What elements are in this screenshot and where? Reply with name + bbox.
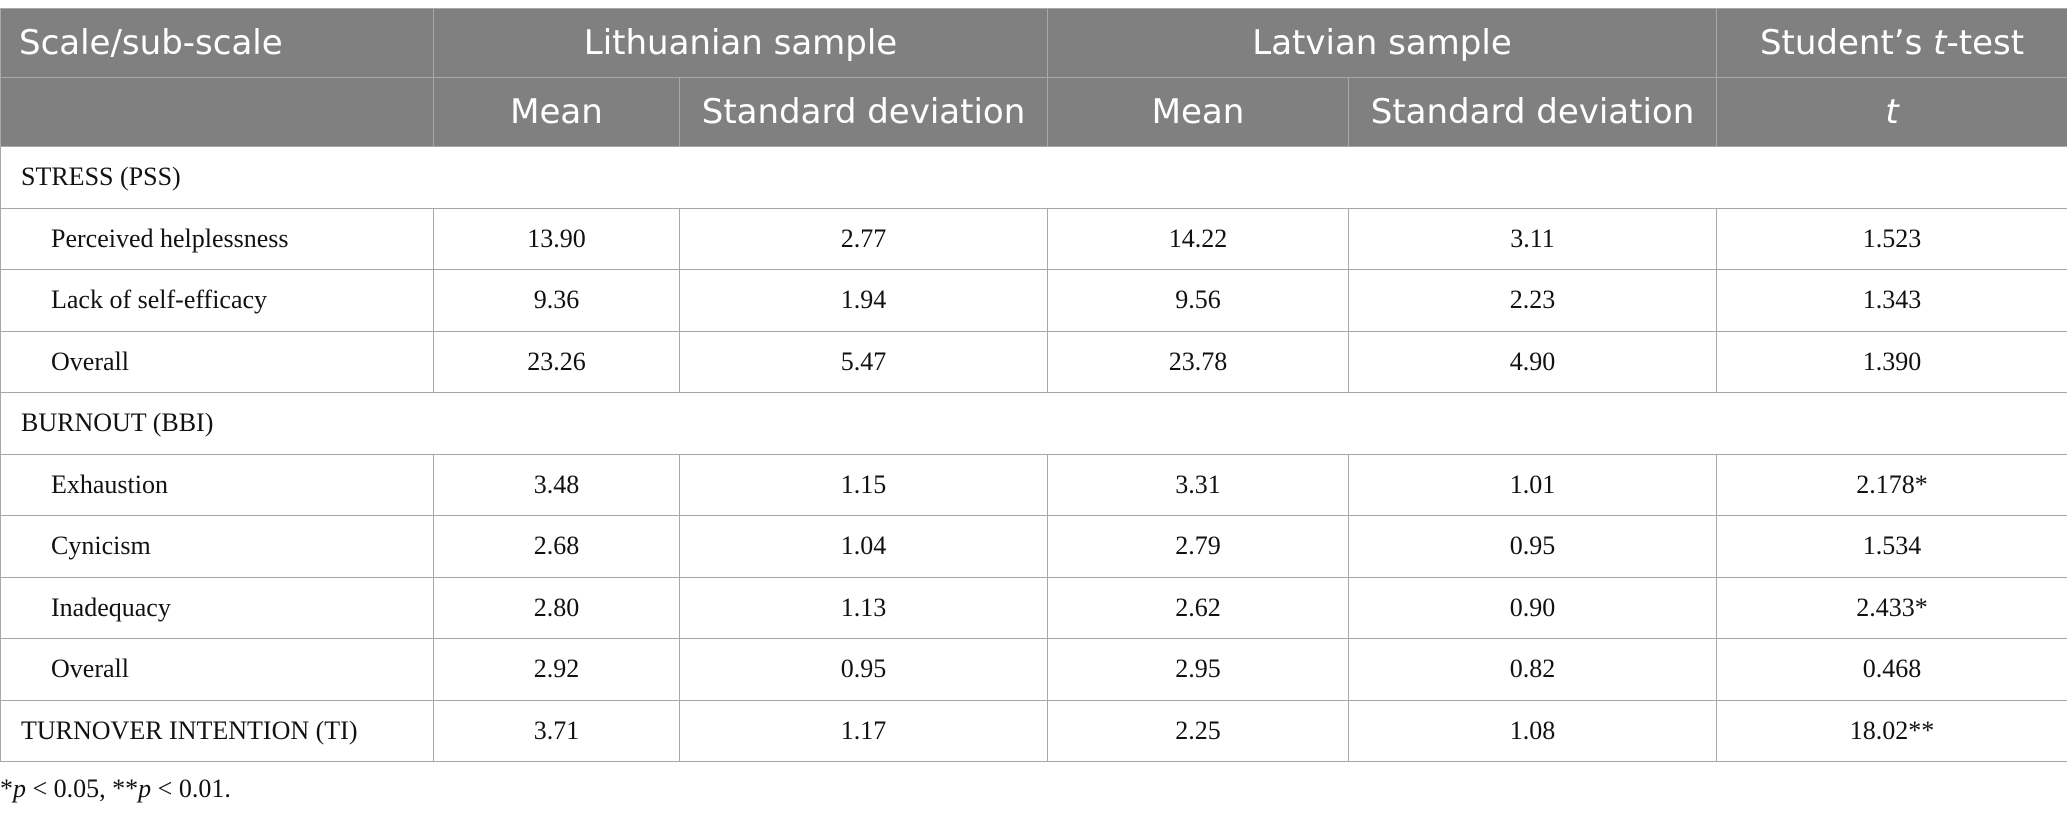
- lt-sd-cell: 1.17: [679, 699, 1048, 762]
- lt-mean-cell: 2.92: [433, 638, 680, 701]
- lv-sd-cell: 0.90: [1347, 576, 1718, 639]
- row-label: Overall: [0, 330, 434, 393]
- header-row-2: Mean Standard deviation Mean Standard de…: [0, 77, 2067, 147]
- section-row-burnout: BURNOUT (BBI): [0, 392, 2067, 455]
- lt-sd-cell: 2.77: [679, 207, 1048, 270]
- t-cell: 1.534: [1716, 515, 2067, 578]
- footnote-p1: p: [13, 774, 26, 803]
- lt-mean-cell: 23.26: [433, 330, 680, 393]
- t-cell: 2.433*: [1716, 576, 2067, 639]
- header-lv-mean: Mean: [1047, 77, 1349, 147]
- lv-mean-cell: 3.31: [1047, 453, 1349, 516]
- header-latvian-sample: Latvian sample: [1046, 8, 1718, 78]
- lv-mean-cell: 14.22: [1047, 207, 1349, 270]
- lt-sd-cell: 0.95: [679, 638, 1048, 701]
- section-title: BURNOUT (BBI): [0, 392, 2067, 455]
- lt-mean-cell: 2.68: [433, 515, 680, 578]
- header-lithuanian-sample: Lithuanian sample: [433, 8, 1048, 78]
- table-row: Lack of self-efficacy 9.36 1.94 9.56 2.2…: [0, 269, 2067, 332]
- row-label: Cynicism: [0, 515, 434, 578]
- table-row: Cynicism 2.68 1.04 2.79 0.95 1.534: [0, 515, 2067, 578]
- table-row-turnover: TURNOVER INTENTION (TI) 3.71 1.17 2.25 1…: [0, 699, 2067, 762]
- lv-mean-cell: 2.25: [1047, 699, 1349, 762]
- header-row-1: Scale/sub-scale Lithuanian sample Latvia…: [0, 8, 2067, 78]
- lv-mean-cell: 2.95: [1047, 638, 1349, 701]
- lv-sd-cell: 1.08: [1347, 699, 1718, 762]
- lt-mean-cell: 3.71: [433, 699, 680, 762]
- row-label: TURNOVER INTENTION (TI): [0, 699, 434, 762]
- table-header: Scale/sub-scale Lithuanian sample Latvia…: [0, 8, 2067, 147]
- lv-sd-cell: 3.11: [1347, 207, 1718, 270]
- table-row: Inadequacy 2.80 1.13 2.62 0.90 2.433*: [0, 576, 2067, 639]
- table-footnote: *p < 0.05, **p < 0.01.: [0, 774, 231, 804]
- row-label: Perceived helplessness: [0, 207, 434, 270]
- lv-mean-cell: 2.79: [1047, 515, 1349, 578]
- row-label: Exhaustion: [0, 453, 434, 516]
- table-row: Perceived helplessness 13.90 2.77 14.22 …: [0, 207, 2067, 270]
- row-label: Overall: [0, 638, 434, 701]
- lt-mean-cell: 13.90: [433, 207, 680, 270]
- t-cell: 2.178*: [1716, 453, 2067, 516]
- table-row: Overall 2.92 0.95 2.95 0.82 0.468: [0, 638, 2067, 701]
- header-t: t: [1716, 77, 2067, 147]
- header-lv-sd: Standard deviation: [1347, 77, 1718, 147]
- lv-sd-cell: 1.01: [1347, 453, 1718, 516]
- header-ttest: Student’s t-test: [1716, 8, 2067, 78]
- results-table: Scale/sub-scale Lithuanian sample Latvia…: [0, 8, 2067, 762]
- lv-mean-cell: 2.62: [1047, 576, 1349, 639]
- header-lt-sd: Standard deviation: [679, 77, 1048, 147]
- footnote-p2: p: [138, 774, 152, 803]
- lt-sd-cell: 1.13: [679, 576, 1048, 639]
- header-empty-cell: [0, 77, 434, 147]
- footnote-star: *: [0, 774, 13, 803]
- row-label: Lack of self-efficacy: [0, 269, 434, 332]
- lt-sd-cell: 1.04: [679, 515, 1048, 578]
- header-scale: Scale/sub-scale: [0, 8, 434, 78]
- t-cell: 18.02**: [1716, 699, 2067, 762]
- t-cell: 1.343: [1716, 269, 2067, 332]
- header-t-italic: t: [1885, 92, 1899, 132]
- footnote-text2: < 0.01.: [151, 774, 231, 803]
- header-ttest-prefix: Student’s: [1759, 23, 1934, 63]
- section-title: STRESS (PSS): [0, 146, 2067, 209]
- table-row: Exhaustion 3.48 1.15 3.31 1.01 2.178*: [0, 453, 2067, 516]
- header-ttest-suffix: -test: [1946, 23, 2025, 63]
- lv-sd-cell: 0.82: [1347, 638, 1718, 701]
- section-row-stress: STRESS (PSS): [0, 146, 2067, 209]
- table-row: Overall 23.26 5.47 23.78 4.90 1.390: [0, 330, 2067, 393]
- lt-mean-cell: 3.48: [433, 453, 680, 516]
- lt-sd-cell: 5.47: [679, 330, 1048, 393]
- lv-sd-cell: 0.95: [1347, 515, 1718, 578]
- table-body: STRESS (PSS) Perceived helplessness 13.9…: [0, 146, 2067, 762]
- lt-mean-cell: 9.36: [433, 269, 680, 332]
- t-cell: 0.468: [1716, 638, 2067, 701]
- row-label: Inadequacy: [0, 576, 434, 639]
- footnote-text1: < 0.05, **: [26, 774, 139, 803]
- t-cell: 1.390: [1716, 330, 2067, 393]
- header-lt-mean: Mean: [433, 77, 680, 147]
- t-cell: 1.523: [1716, 207, 2067, 270]
- lt-sd-cell: 1.15: [679, 453, 1048, 516]
- lv-mean-cell: 23.78: [1047, 330, 1349, 393]
- lv-sd-cell: 4.90: [1347, 330, 1718, 393]
- lt-sd-cell: 1.94: [679, 269, 1048, 332]
- header-ttest-t: t: [1933, 23, 1947, 63]
- lt-mean-cell: 2.80: [433, 576, 680, 639]
- lv-sd-cell: 2.23: [1347, 269, 1718, 332]
- lv-mean-cell: 9.56: [1047, 269, 1349, 332]
